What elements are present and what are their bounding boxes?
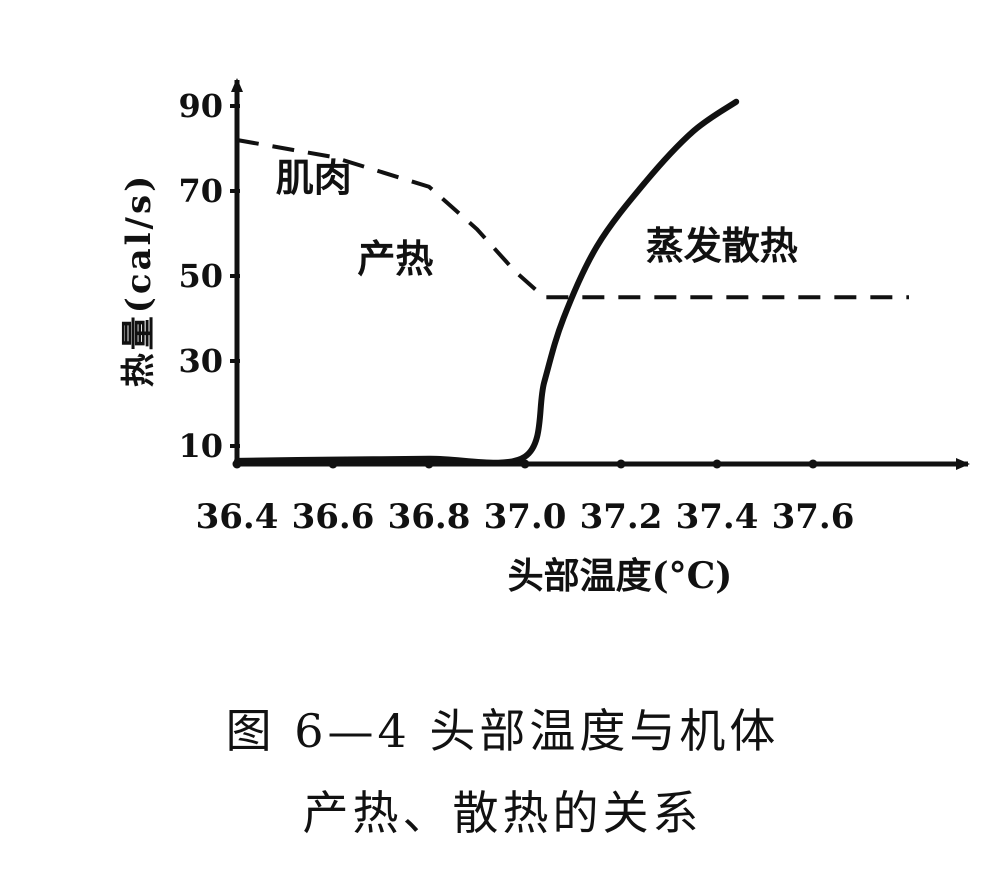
figure-caption: 图 6—4 头部温度与机体 产热、散热的关系	[0, 690, 1005, 854]
x-tick-label: 37.6	[772, 497, 855, 537]
x-axis-label: 头部温度(°C)	[508, 555, 733, 597]
y-tick-label: 70	[178, 172, 223, 210]
y-tick-label: 50	[178, 257, 223, 295]
series-layer	[234, 98, 909, 466]
x-tick-label: 36.8	[388, 497, 471, 537]
y-tick-label: 90	[178, 87, 223, 125]
x-tick-mark	[616, 459, 626, 469]
x-tick-label: 37.4	[676, 497, 759, 537]
x-tick-label: 36.6	[292, 497, 375, 537]
series-line-dashed	[236, 138, 909, 300]
x-tick-mark	[424, 459, 434, 469]
x-tick-label: 36.4	[196, 497, 279, 537]
x-tick-mark	[328, 459, 338, 469]
tick-layer: 10 30 50 70 90 36.4 36.6 36.8 37.0 37.2 37.4 37.6	[178, 87, 854, 537]
series-line-solid	[234, 98, 740, 466]
y-tick-label: 10	[178, 427, 223, 465]
caption-line-2: 产热、散热的关系	[302, 786, 703, 840]
y-tick-label: 30	[178, 342, 223, 380]
axes	[231, 78, 970, 470]
caption-line-1: 图 6—4 头部温度与机体	[225, 704, 780, 758]
x-tick-mark	[712, 459, 722, 469]
x-tick-mark	[808, 459, 818, 469]
y-axis-label: 热量(cal/s)	[119, 173, 159, 387]
annotation-label: 蒸发散热	[646, 224, 798, 268]
x-tick-label: 37.0	[484, 497, 567, 537]
annotation-label: 产热	[357, 237, 433, 281]
x-tick-label: 37.2	[580, 497, 663, 537]
x-tick-mark	[520, 459, 530, 469]
annotation-label: 肌肉	[276, 156, 352, 200]
chart: 10 30 50 70 90 36.4 36.6 36.8 37.0 37.2 37.4 37.6 肌…	[119, 78, 970, 597]
x-tick-mark	[232, 459, 242, 469]
